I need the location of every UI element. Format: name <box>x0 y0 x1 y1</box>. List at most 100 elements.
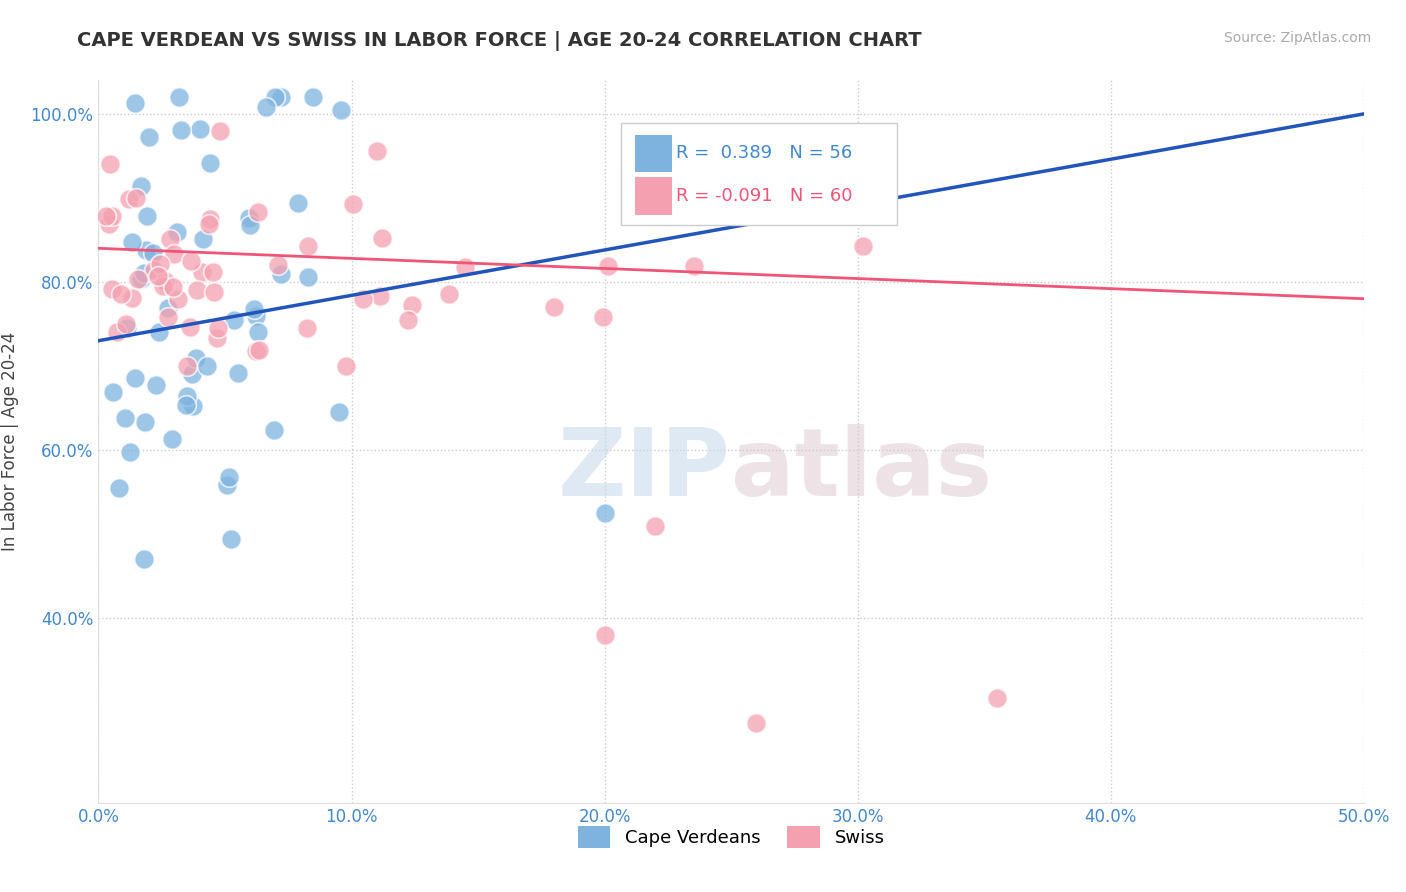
Point <box>198 211 221 226</box>
Point <box>254 100 277 114</box>
Point <box>301 90 323 104</box>
Point <box>543 300 565 314</box>
Point <box>142 245 165 260</box>
Point <box>226 366 249 380</box>
Point <box>118 192 141 206</box>
Point <box>176 389 198 403</box>
Point <box>163 247 186 261</box>
Point <box>136 209 159 223</box>
Point <box>593 506 616 520</box>
Point <box>342 197 364 211</box>
Legend: Cape Verdeans, Swiss: Cape Verdeans, Swiss <box>571 819 891 855</box>
Point <box>129 179 152 194</box>
Point <box>129 272 152 286</box>
Point <box>98 157 121 171</box>
Point <box>107 481 129 495</box>
Point <box>125 191 148 205</box>
Point <box>243 301 266 316</box>
Point <box>127 272 149 286</box>
Point <box>202 285 225 300</box>
Point <box>335 359 357 373</box>
Point <box>401 298 423 312</box>
Point <box>201 265 224 279</box>
Point <box>162 279 184 293</box>
Point <box>592 310 614 325</box>
Point <box>159 232 181 246</box>
Point <box>197 359 219 373</box>
Point <box>181 399 204 413</box>
Point <box>352 292 374 306</box>
Point <box>94 209 117 223</box>
Point <box>644 518 666 533</box>
Point <box>118 445 141 459</box>
Point <box>683 259 706 273</box>
Point <box>170 122 193 136</box>
Point <box>155 274 177 288</box>
Point <box>263 423 285 437</box>
Y-axis label: In Labor Force | Age 20-24: In Labor Force | Age 20-24 <box>1 332 20 551</box>
Point <box>247 343 270 357</box>
Point <box>593 628 616 642</box>
Point <box>157 310 180 325</box>
Text: atlas: atlas <box>731 425 993 516</box>
Point <box>295 320 318 334</box>
Text: ZIP: ZIP <box>558 425 731 516</box>
Point <box>121 235 143 249</box>
Point <box>396 313 419 327</box>
Point <box>198 156 221 170</box>
Point <box>157 301 180 315</box>
Point <box>218 469 240 483</box>
Point <box>454 260 477 275</box>
Point <box>124 370 146 384</box>
Point <box>366 144 388 158</box>
Point <box>267 259 290 273</box>
Point <box>101 282 124 296</box>
Point <box>174 398 197 412</box>
Point <box>101 384 124 399</box>
Point <box>186 351 208 365</box>
Point <box>134 415 156 429</box>
Point <box>110 287 132 301</box>
Point <box>328 405 350 419</box>
Point <box>245 343 267 358</box>
Point <box>270 268 292 282</box>
Point <box>186 283 208 297</box>
Point <box>181 368 204 382</box>
Point <box>191 265 214 279</box>
Point <box>596 259 619 273</box>
Point <box>143 262 166 277</box>
Text: Source: ZipAtlas.com: Source: ZipAtlas.com <box>1223 31 1371 45</box>
Point <box>371 231 394 245</box>
Point <box>115 318 138 332</box>
Point <box>247 204 270 219</box>
Point <box>97 217 120 231</box>
Point <box>160 433 183 447</box>
Point <box>215 478 238 492</box>
Point <box>657 209 679 223</box>
Point <box>224 312 246 326</box>
Point <box>166 225 188 239</box>
Point <box>852 239 875 253</box>
Point <box>245 309 267 323</box>
Point <box>205 331 228 345</box>
Point <box>148 325 170 339</box>
Point <box>115 321 138 335</box>
Point <box>167 90 190 104</box>
Point <box>149 257 172 271</box>
Point <box>246 325 269 339</box>
Text: R =  0.389   N = 56: R = 0.389 N = 56 <box>676 145 852 162</box>
Point <box>100 209 122 223</box>
Point <box>207 321 229 335</box>
Point <box>124 95 146 110</box>
Point <box>198 217 221 231</box>
Text: CAPE VERDEAN VS SWISS IN LABOR FORCE | AGE 20-24 CORRELATION CHART: CAPE VERDEAN VS SWISS IN LABOR FORCE | A… <box>77 31 922 51</box>
Point <box>188 121 211 136</box>
Point <box>179 320 201 334</box>
Point <box>270 90 292 104</box>
Point <box>132 266 155 280</box>
Point <box>146 269 169 284</box>
Point <box>176 359 198 373</box>
Point <box>132 552 155 566</box>
Point <box>238 211 260 225</box>
Point <box>114 410 136 425</box>
